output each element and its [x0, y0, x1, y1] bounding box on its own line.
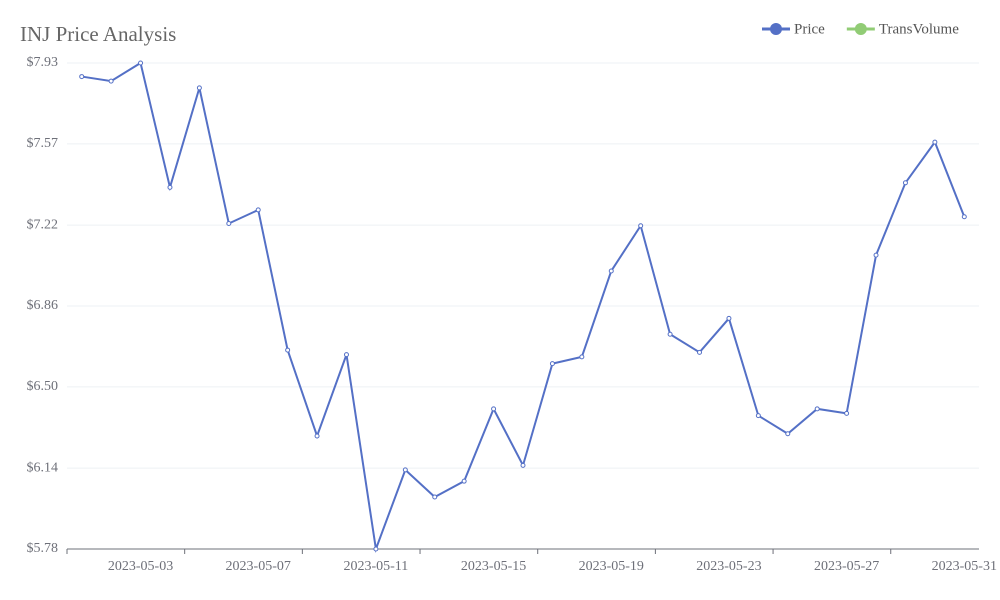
data-point	[108, 78, 114, 84]
y-tick-label: $6.50	[27, 379, 59, 394]
y-tick-label: $7.22	[27, 217, 59, 232]
x-tick-label: 2023-05-07	[226, 559, 291, 574]
data-point	[638, 223, 644, 229]
data-point	[167, 184, 173, 190]
legend-label: TransVolume	[879, 21, 959, 37]
data-point	[491, 406, 497, 412]
data-point	[196, 85, 202, 91]
data-point	[461, 478, 467, 484]
y-tick-label: $7.57	[27, 136, 59, 151]
x-tick-label: 2023-05-23	[696, 559, 761, 574]
legend-swatch	[770, 23, 782, 35]
data-point	[961, 214, 967, 220]
legend-swatch	[854, 23, 867, 35]
data-point	[138, 60, 144, 66]
legend: Price TransVolume	[762, 21, 959, 37]
data-point	[902, 180, 908, 186]
data-point	[667, 331, 673, 337]
x-tick-label: 2023-05-11	[343, 559, 408, 574]
data-point	[873, 252, 879, 258]
legend-label: Price	[794, 21, 825, 37]
data-point	[844, 410, 850, 416]
y-tick-label: $7.93	[27, 55, 59, 70]
x-tick-label: 2023-05-15	[461, 559, 526, 574]
data-point	[314, 433, 320, 439]
x-tick-label: 2023-05-31	[932, 559, 997, 574]
x-tick-label: 2023-05-27	[814, 559, 879, 574]
data-point	[79, 74, 85, 80]
data-point	[285, 347, 291, 353]
data-point	[226, 220, 232, 226]
data-point	[579, 354, 585, 360]
data-point	[697, 349, 703, 355]
data-point	[373, 546, 379, 552]
y-tick-label: $6.86	[27, 298, 59, 313]
data-point	[255, 207, 261, 213]
y-tick-label: $5.78	[27, 541, 59, 556]
data-point	[932, 139, 938, 145]
data-point	[549, 361, 555, 367]
chart-title: INJ Price Analysis	[20, 22, 176, 46]
data-point	[785, 431, 791, 437]
data-point	[343, 352, 349, 358]
data-point	[520, 462, 526, 468]
data-point	[402, 467, 408, 473]
data-point	[814, 406, 820, 412]
x-tick-label: 2023-05-03	[108, 559, 173, 574]
data-point	[608, 268, 614, 274]
y-tick-label: $6.14	[27, 460, 59, 475]
data-point	[755, 413, 761, 419]
data-point	[432, 494, 438, 500]
data-point	[726, 315, 732, 321]
x-tick-label: 2023-05-19	[579, 559, 644, 574]
